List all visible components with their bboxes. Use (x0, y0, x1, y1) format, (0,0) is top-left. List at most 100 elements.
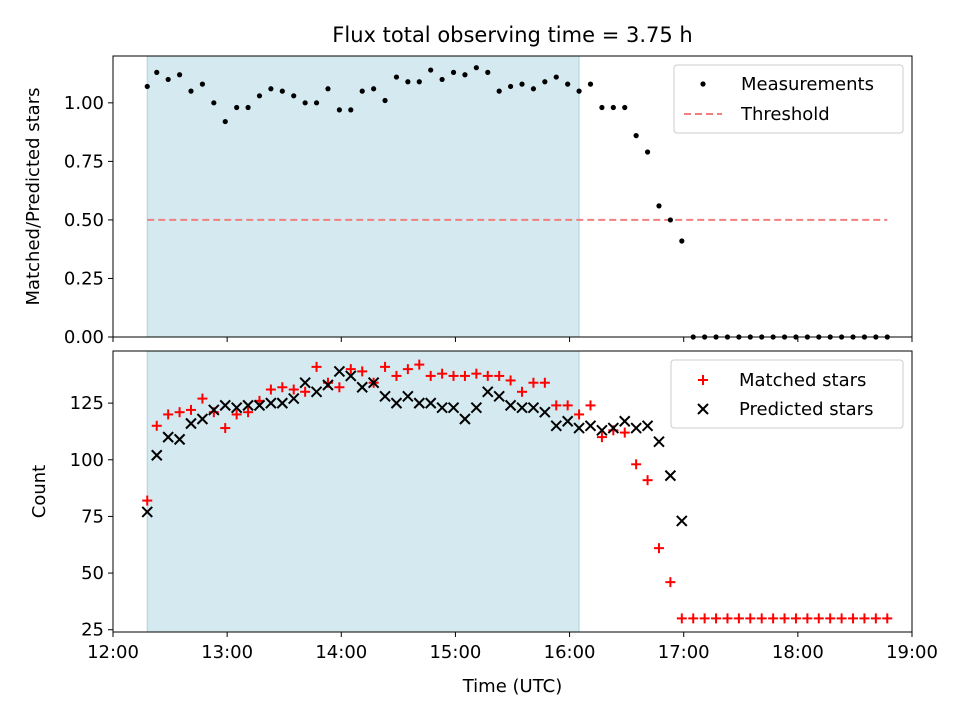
matched-star-point (802, 613, 813, 624)
bottom-x-ticks: 12:00 13:00 14:00 15:00 16:00 17:00 18:00 19:00 (87, 632, 938, 663)
measurement-point (496, 88, 502, 94)
measurement-point (268, 86, 274, 92)
matched-star-point (163, 409, 174, 420)
predicted-star-point (641, 420, 654, 432)
matched-star-point (528, 377, 539, 388)
measurement-point (336, 107, 342, 113)
top-axes-frame (112, 55, 913, 338)
matched-star-point (448, 370, 459, 381)
matched-star-point (836, 613, 847, 624)
legend-label-threshold: Threshold (740, 104, 830, 125)
measurement-point (279, 88, 285, 94)
measurement-point (245, 104, 251, 111)
matched-star-point (848, 613, 859, 624)
predicted-star-point (504, 399, 517, 412)
measurement-point (256, 93, 263, 99)
measurement-point (393, 74, 400, 80)
matched-star-point (357, 366, 368, 377)
x-tick-label: 13:00 (201, 642, 253, 663)
predicted-star-point (151, 449, 163, 461)
matched-star-point (768, 613, 779, 624)
matched-star-point (642, 475, 653, 486)
matched-star-point (813, 613, 824, 624)
measurement-point (610, 104, 616, 111)
predicted-star-point (265, 397, 277, 409)
predicted-star-point (173, 433, 186, 446)
x-tick-label: 19:00 (886, 642, 938, 663)
measurement-point (450, 69, 457, 75)
matched-star-point (585, 400, 596, 411)
measurement-point (188, 88, 194, 94)
x-tick-label: 16:00 (544, 642, 596, 663)
top-y-ticks: 0.00 0.25 0.50 0.75 1.00 (64, 93, 113, 348)
predicted-star-point (516, 401, 528, 414)
measurement-point (428, 67, 434, 73)
matched-star-point (494, 370, 505, 381)
measurement-point (176, 72, 183, 78)
predicted-star-point (653, 435, 665, 448)
predicted-star-point (664, 469, 677, 482)
matched-star-point (380, 361, 391, 372)
matched-star-point (733, 613, 744, 624)
measurement-point (199, 81, 206, 87)
x-axis-label: Time (UTC) (462, 676, 563, 697)
matched-star-point (756, 613, 767, 624)
bottom-y-tick-label: 25 (81, 620, 104, 641)
measurement-point (313, 100, 320, 106)
matched-star-point (265, 384, 276, 395)
predicted-star-point (356, 381, 368, 393)
predicted-star-point (310, 386, 323, 398)
predicted-star-point (276, 397, 289, 409)
predicted-star-point (482, 386, 494, 398)
x-tick-label: 14:00 (315, 642, 367, 663)
count-points (141, 359, 893, 624)
matched-star-point (197, 393, 208, 404)
matched-star-point (870, 613, 881, 624)
predicted-star-point (550, 420, 562, 432)
measurement-point (302, 100, 308, 106)
matched-star-point (562, 400, 573, 411)
matched-star-point (231, 409, 242, 420)
bottom-y-tick-label: 75 (81, 506, 104, 527)
predicted-star-point (345, 370, 357, 382)
chart-title: Flux total observing time = 3.75 h (332, 23, 692, 47)
measurement-point (234, 104, 240, 111)
top-y-tick-label: 0.50 (64, 210, 104, 231)
measurement-points (144, 65, 890, 340)
predicted-star-point (402, 390, 414, 403)
matched-star-point (345, 364, 356, 375)
predicted-star-point (333, 365, 346, 378)
matched-star-point (437, 368, 448, 379)
matched-star-point (711, 613, 722, 624)
matched-star-point (676, 613, 687, 624)
matched-star-point (665, 577, 676, 588)
predicted-star-point (141, 506, 153, 518)
matched-star-point (300, 386, 311, 397)
legend-marker-predicted (697, 403, 709, 415)
matched-star-point (517, 386, 528, 397)
matched-star-point (459, 370, 470, 381)
matched-star-point (699, 613, 710, 624)
top-y-tick-label: 0.25 (64, 268, 104, 289)
matched-star-point (539, 377, 550, 388)
matched-star-point (425, 370, 436, 381)
predicted-star-point (219, 399, 231, 412)
predicted-star-point (424, 397, 437, 409)
measurement-point (530, 86, 537, 92)
matched-star-point (185, 404, 196, 415)
measurement-point (462, 72, 468, 78)
predicted-star-point (607, 422, 620, 434)
measurement-point (622, 104, 628, 111)
matched-star-point (334, 382, 345, 393)
measurement-point (325, 86, 331, 92)
matched-star-point (779, 613, 790, 624)
measurement-point (405, 79, 411, 85)
bottom-axes-frame (112, 350, 913, 633)
predicted-star-point (459, 413, 471, 425)
predicted-star-point (676, 515, 688, 527)
matched-star-point (745, 613, 756, 624)
top-y-tick-label: 1.00 (64, 93, 104, 114)
top-legend: Measurements Threshold (673, 64, 904, 134)
measurement-point (656, 203, 662, 209)
